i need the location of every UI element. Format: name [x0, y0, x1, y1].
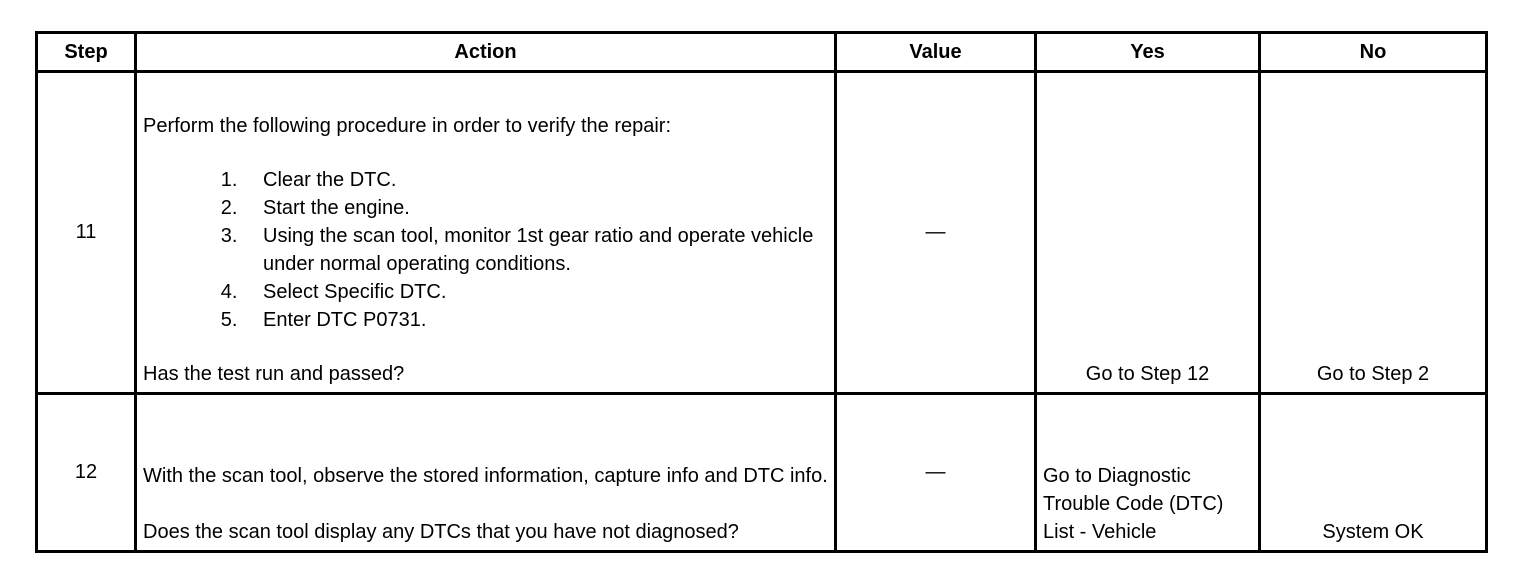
- list-item: Select Specific DTC.: [243, 278, 828, 306]
- no-cell: Go to Step 2: [1258, 70, 1488, 395]
- value-cell: —: [834, 70, 1037, 395]
- action-intro: With the scan tool, observe the stored i…: [143, 465, 828, 487]
- yes-cell: Go to Diagnostic Trouble Code (DTC) List…: [1034, 392, 1261, 553]
- list-item: Using the scan tool, monitor 1st gear ra…: [243, 222, 828, 278]
- table-row: 11 Perform the following procedure in or…: [35, 70, 1488, 395]
- list-item: Enter DTC P0731.: [243, 306, 828, 334]
- action-intro: Perform the following procedure in order…: [143, 115, 672, 137]
- header-action: Action: [134, 31, 837, 73]
- value-cell: —: [834, 392, 1037, 553]
- header-row: Step Action Value Yes No: [35, 31, 1488, 73]
- yes-cell: Go to Step 12: [1034, 70, 1261, 395]
- action-question: Does the scan tool display any DTCs that…: [143, 521, 739, 543]
- action-cell: Perform the following procedure in order…: [134, 70, 837, 395]
- step-number: 12: [35, 392, 137, 553]
- header-yes: Yes: [1034, 31, 1261, 73]
- procedure-list: Clear the DTC. Start the engine. Using t…: [143, 166, 828, 334]
- list-item: Start the engine.: [243, 194, 828, 222]
- diagnostic-table: Step Action Value Yes No 11 Perform the …: [35, 31, 1488, 553]
- list-item: Clear the DTC.: [243, 166, 828, 194]
- no-cell: System OK: [1258, 392, 1488, 553]
- action-cell: With the scan tool, observe the stored i…: [134, 392, 837, 553]
- header-value: Value: [834, 31, 1037, 73]
- table-row: 12 With the scan tool, observe the store…: [35, 392, 1488, 553]
- action-question: Has the test run and passed?: [143, 363, 405, 385]
- header-no: No: [1258, 31, 1488, 73]
- header-step: Step: [35, 31, 137, 73]
- step-number: 11: [35, 70, 137, 395]
